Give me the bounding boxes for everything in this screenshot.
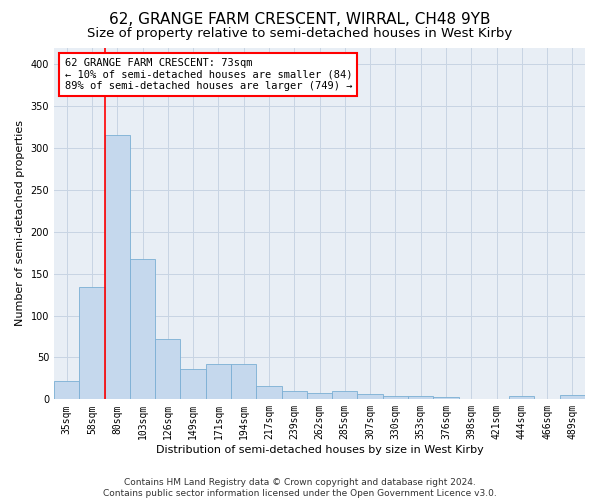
Bar — [332, 391, 358, 400]
Bar — [509, 396, 535, 400]
Bar — [383, 396, 408, 400]
Y-axis label: Number of semi-detached properties: Number of semi-detached properties — [15, 120, 25, 326]
Bar — [358, 394, 383, 400]
Bar — [104, 136, 130, 400]
Bar — [181, 369, 206, 400]
Text: 62 GRANGE FARM CRESCENT: 73sqm
← 10% of semi-detached houses are smaller (84)
89: 62 GRANGE FARM CRESCENT: 73sqm ← 10% of … — [65, 58, 352, 92]
Bar — [256, 386, 281, 400]
Bar — [54, 381, 79, 400]
X-axis label: Distribution of semi-detached houses by size in West Kirby: Distribution of semi-detached houses by … — [155, 445, 484, 455]
Text: 62, GRANGE FARM CRESCENT, WIRRAL, CH48 9YB: 62, GRANGE FARM CRESCENT, WIRRAL, CH48 9… — [109, 12, 491, 28]
Bar — [408, 396, 433, 400]
Bar — [560, 395, 585, 400]
Text: Contains HM Land Registry data © Crown copyright and database right 2024.
Contai: Contains HM Land Registry data © Crown c… — [103, 478, 497, 498]
Bar — [231, 364, 256, 400]
Text: Size of property relative to semi-detached houses in West Kirby: Size of property relative to semi-detach… — [88, 28, 512, 40]
Bar — [130, 258, 155, 400]
Bar — [307, 394, 332, 400]
Bar — [79, 287, 104, 400]
Bar — [281, 391, 307, 400]
Bar — [155, 339, 181, 400]
Bar — [206, 364, 231, 400]
Bar — [433, 397, 458, 400]
